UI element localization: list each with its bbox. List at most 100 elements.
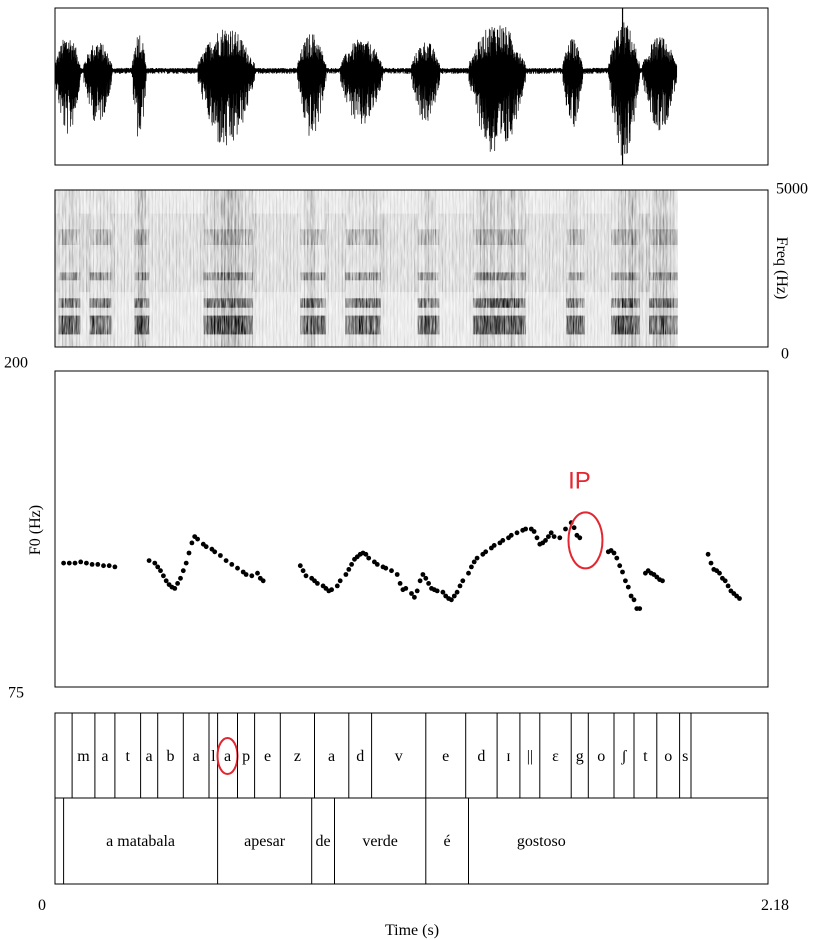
segment-label: a: [101, 748, 108, 765]
pitch-point: [617, 563, 623, 569]
segment-label: ɪ: [506, 748, 510, 765]
pitch-point: [106, 563, 112, 569]
segment-label: o: [664, 748, 672, 765]
pitch-point: [223, 558, 229, 563]
pitch-point: [229, 562, 235, 567]
pitch-point: [66, 560, 72, 566]
pitch-point: [546, 534, 551, 539]
pitch-point: [403, 586, 409, 591]
pitch-point: [249, 573, 255, 579]
pitch-point: [705, 551, 711, 557]
segment-label: p: [242, 748, 250, 765]
pitch-point: [235, 565, 240, 571]
pitch-point: [366, 555, 372, 561]
pitch-point: [409, 591, 414, 596]
pitch-point: [722, 578, 728, 584]
pitch-point: [343, 572, 349, 577]
pitch-point: [334, 583, 340, 589]
segment-label: ||: [527, 748, 533, 765]
segment-label: o: [597, 748, 605, 765]
segment-label: b: [167, 748, 175, 765]
pitch-point: [349, 562, 354, 567]
pitch-point: [101, 563, 106, 569]
pitch-point: [420, 572, 426, 577]
word-label: a matabala: [106, 833, 175, 850]
word-label: gostoso: [517, 833, 566, 850]
pitch-point: [611, 550, 617, 556]
pitch-point: [112, 564, 118, 570]
pitch-point: [155, 564, 161, 570]
pitch-point: [557, 535, 563, 541]
pitch-point: [89, 562, 95, 567]
pitch-point: [440, 589, 446, 595]
segment-label: e: [442, 748, 449, 765]
waveform-path: [55, 22, 678, 156]
pitch-point: [466, 570, 471, 576]
pitch-point: [315, 581, 320, 586]
pitch-point: [394, 572, 400, 577]
pitch-point: [660, 578, 665, 584]
pitch-point: [203, 544, 209, 550]
pitch-point: [180, 568, 186, 574]
time-min-label: 0: [38, 897, 46, 914]
pitch-point: [172, 586, 178, 591]
pitch-point: [423, 575, 429, 581]
pitch-point: [491, 543, 497, 548]
segment-label: a: [146, 748, 153, 765]
pitch-point: [534, 535, 540, 541]
segment-label: v: [395, 748, 403, 765]
pitch-point: [175, 581, 181, 586]
pitch-point: [243, 572, 249, 577]
pitch-point: [577, 535, 583, 541]
pitch-point: [725, 583, 731, 589]
pitch-point: [158, 568, 163, 574]
pitch-point: [531, 529, 537, 534]
pitch-point: [543, 538, 548, 543]
pitch-point: [78, 559, 84, 565]
pitch-point: [95, 562, 101, 567]
pitch-point: [383, 565, 389, 571]
pitch-point: [708, 560, 714, 566]
pitch-points: [61, 520, 742, 611]
pitch-point: [374, 562, 380, 567]
segment-label: a: [328, 748, 335, 765]
pitch-point: [469, 564, 474, 570]
pitch-ymax-label: 200: [4, 355, 28, 372]
pitch-point: [146, 558, 152, 563]
segment-label: g: [576, 748, 584, 765]
pitch-point: [255, 570, 260, 576]
segment-tier: m a t a b a l a p e z a d v e d ɪ || ɛ g o ʃ t o s: [71, 713, 692, 798]
pitch-point: [178, 575, 183, 581]
pitch-point: [457, 583, 463, 589]
pitch-frame: [54, 370, 769, 688]
ip-annotation-ellipse: [567, 511, 604, 570]
pitch-point: [163, 578, 169, 584]
segment-label: t: [643, 748, 648, 765]
pitch-point: [500, 538, 506, 543]
waveform-trace: [55, 22, 678, 156]
pitch-point: [412, 594, 417, 600]
pitch-point: [260, 578, 266, 584]
pitch-point: [189, 540, 195, 546]
pitch-point: [183, 560, 189, 566]
pitch-point: [563, 526, 568, 532]
spectrogram-panel: 5000 0 Freq (Hz): [54, 181, 808, 363]
pitch-point: [346, 567, 352, 572]
pitch-point: [631, 597, 637, 603]
pitch-point: [628, 593, 634, 599]
pitch-point: [614, 555, 620, 561]
segment-label: d: [356, 748, 364, 765]
pitch-point: [434, 588, 440, 594]
pitch-point: [297, 563, 303, 569]
time-axis-label: Time (s): [385, 922, 439, 939]
pitch-point: [460, 578, 466, 584]
word-label: é: [444, 833, 451, 850]
pitch-point: [471, 559, 477, 565]
pitch-point: [303, 573, 309, 579]
segment-label: l: [211, 748, 216, 765]
pitch-point: [195, 536, 201, 542]
pitch-point: [548, 530, 554, 536]
spectrogram-frame: [54, 189, 769, 348]
pitch-point: [300, 568, 306, 574]
